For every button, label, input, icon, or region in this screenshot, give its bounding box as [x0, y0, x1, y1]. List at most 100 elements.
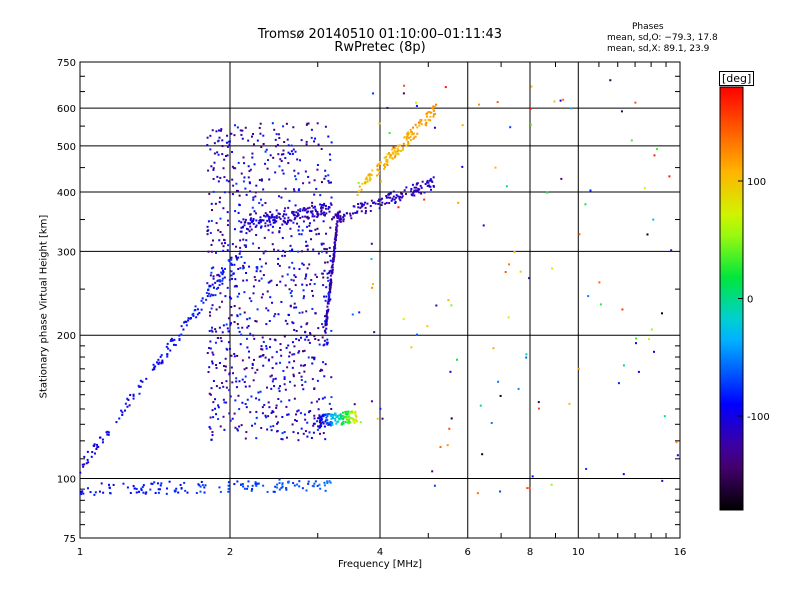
echo-point — [186, 491, 189, 494]
echo-point — [283, 376, 286, 379]
echo-point — [212, 416, 215, 419]
echo-point — [292, 213, 295, 216]
echo-point — [551, 267, 554, 270]
echo-point — [212, 168, 215, 171]
echo-point — [107, 483, 110, 486]
echo-point — [279, 217, 282, 220]
echo-point — [187, 319, 190, 322]
echo-point — [86, 450, 89, 453]
echo-point — [319, 423, 322, 426]
echo-point — [86, 458, 89, 461]
echo-point — [327, 292, 330, 295]
echo-point — [274, 145, 277, 148]
echo-point — [258, 202, 261, 205]
echo-point — [322, 432, 325, 435]
echo-point — [398, 197, 401, 200]
echo-point — [141, 380, 144, 383]
echo-point — [550, 483, 553, 486]
echo-point — [233, 355, 236, 358]
echo-point — [200, 299, 203, 302]
echo-point — [298, 480, 301, 483]
echo-point — [389, 192, 392, 195]
echo-point — [413, 186, 416, 189]
echo-point — [429, 178, 432, 181]
echo-point — [273, 315, 276, 318]
echo-point — [321, 397, 324, 400]
echo-point — [379, 407, 382, 410]
echo-point — [332, 249, 335, 252]
echo-point — [208, 346, 211, 349]
echo-point — [222, 269, 225, 272]
echo-point — [326, 341, 329, 344]
echo-point — [142, 484, 145, 487]
echo-point — [223, 191, 226, 194]
echo-point — [366, 178, 369, 181]
echo-point — [287, 144, 290, 147]
echo-point — [290, 150, 293, 153]
echo-point — [336, 416, 339, 419]
echo-point — [396, 147, 399, 150]
echo-point — [410, 187, 413, 190]
echo-point — [311, 204, 314, 207]
echo-point — [333, 253, 336, 256]
echo-point — [210, 243, 213, 246]
echo-point — [334, 247, 337, 250]
echo-point — [313, 482, 316, 485]
echo-point — [434, 112, 437, 115]
echo-point — [183, 321, 186, 324]
echo-point — [393, 198, 396, 201]
echo-point — [281, 482, 284, 485]
echo-point — [293, 267, 296, 270]
echo-point — [334, 236, 337, 239]
echo-point — [215, 287, 218, 290]
echo-point — [293, 484, 296, 487]
echo-point — [312, 431, 315, 434]
echo-point — [345, 413, 348, 416]
echo-point — [330, 271, 333, 274]
echo-point — [268, 319, 271, 322]
echo-point — [231, 417, 234, 420]
echo-point — [94, 491, 97, 494]
echo-point — [210, 165, 213, 168]
echo-point — [239, 230, 242, 233]
echo-point — [295, 329, 298, 332]
echo-point — [281, 438, 284, 441]
echo-point — [433, 484, 436, 487]
echo-point — [215, 130, 218, 133]
echo-point — [661, 312, 664, 315]
echo-point — [215, 366, 218, 369]
echo-point — [305, 310, 308, 313]
echo-point — [329, 202, 332, 205]
echo-point — [252, 242, 255, 245]
echo-point — [382, 164, 385, 167]
echo-point — [266, 490, 269, 493]
echo-point — [253, 163, 256, 166]
echo-point — [299, 159, 302, 162]
echo-point — [335, 215, 338, 218]
echo-point — [269, 210, 272, 213]
echo-point — [156, 482, 159, 485]
echo-point — [259, 216, 262, 219]
echo-point — [161, 359, 164, 362]
echo-point — [261, 293, 264, 296]
echo-point — [301, 384, 304, 387]
echo-point — [217, 286, 220, 289]
echo-point — [109, 491, 112, 494]
echo-point — [320, 209, 323, 212]
echo-point — [324, 438, 327, 441]
echo-point — [221, 153, 224, 156]
echo-point — [220, 129, 223, 132]
echo-point — [90, 455, 93, 458]
colorbar-tick-label: 0 — [747, 295, 753, 306]
echo-point — [351, 313, 354, 316]
echo-point — [318, 343, 321, 346]
echo-point — [231, 193, 234, 196]
echo-point — [96, 446, 99, 449]
echo-point — [420, 119, 423, 122]
echo-point — [317, 339, 320, 342]
echo-point — [334, 243, 337, 246]
echo-point — [328, 402, 331, 405]
echo-point — [418, 188, 421, 191]
echo-point — [327, 302, 330, 305]
echo-point — [251, 424, 254, 427]
